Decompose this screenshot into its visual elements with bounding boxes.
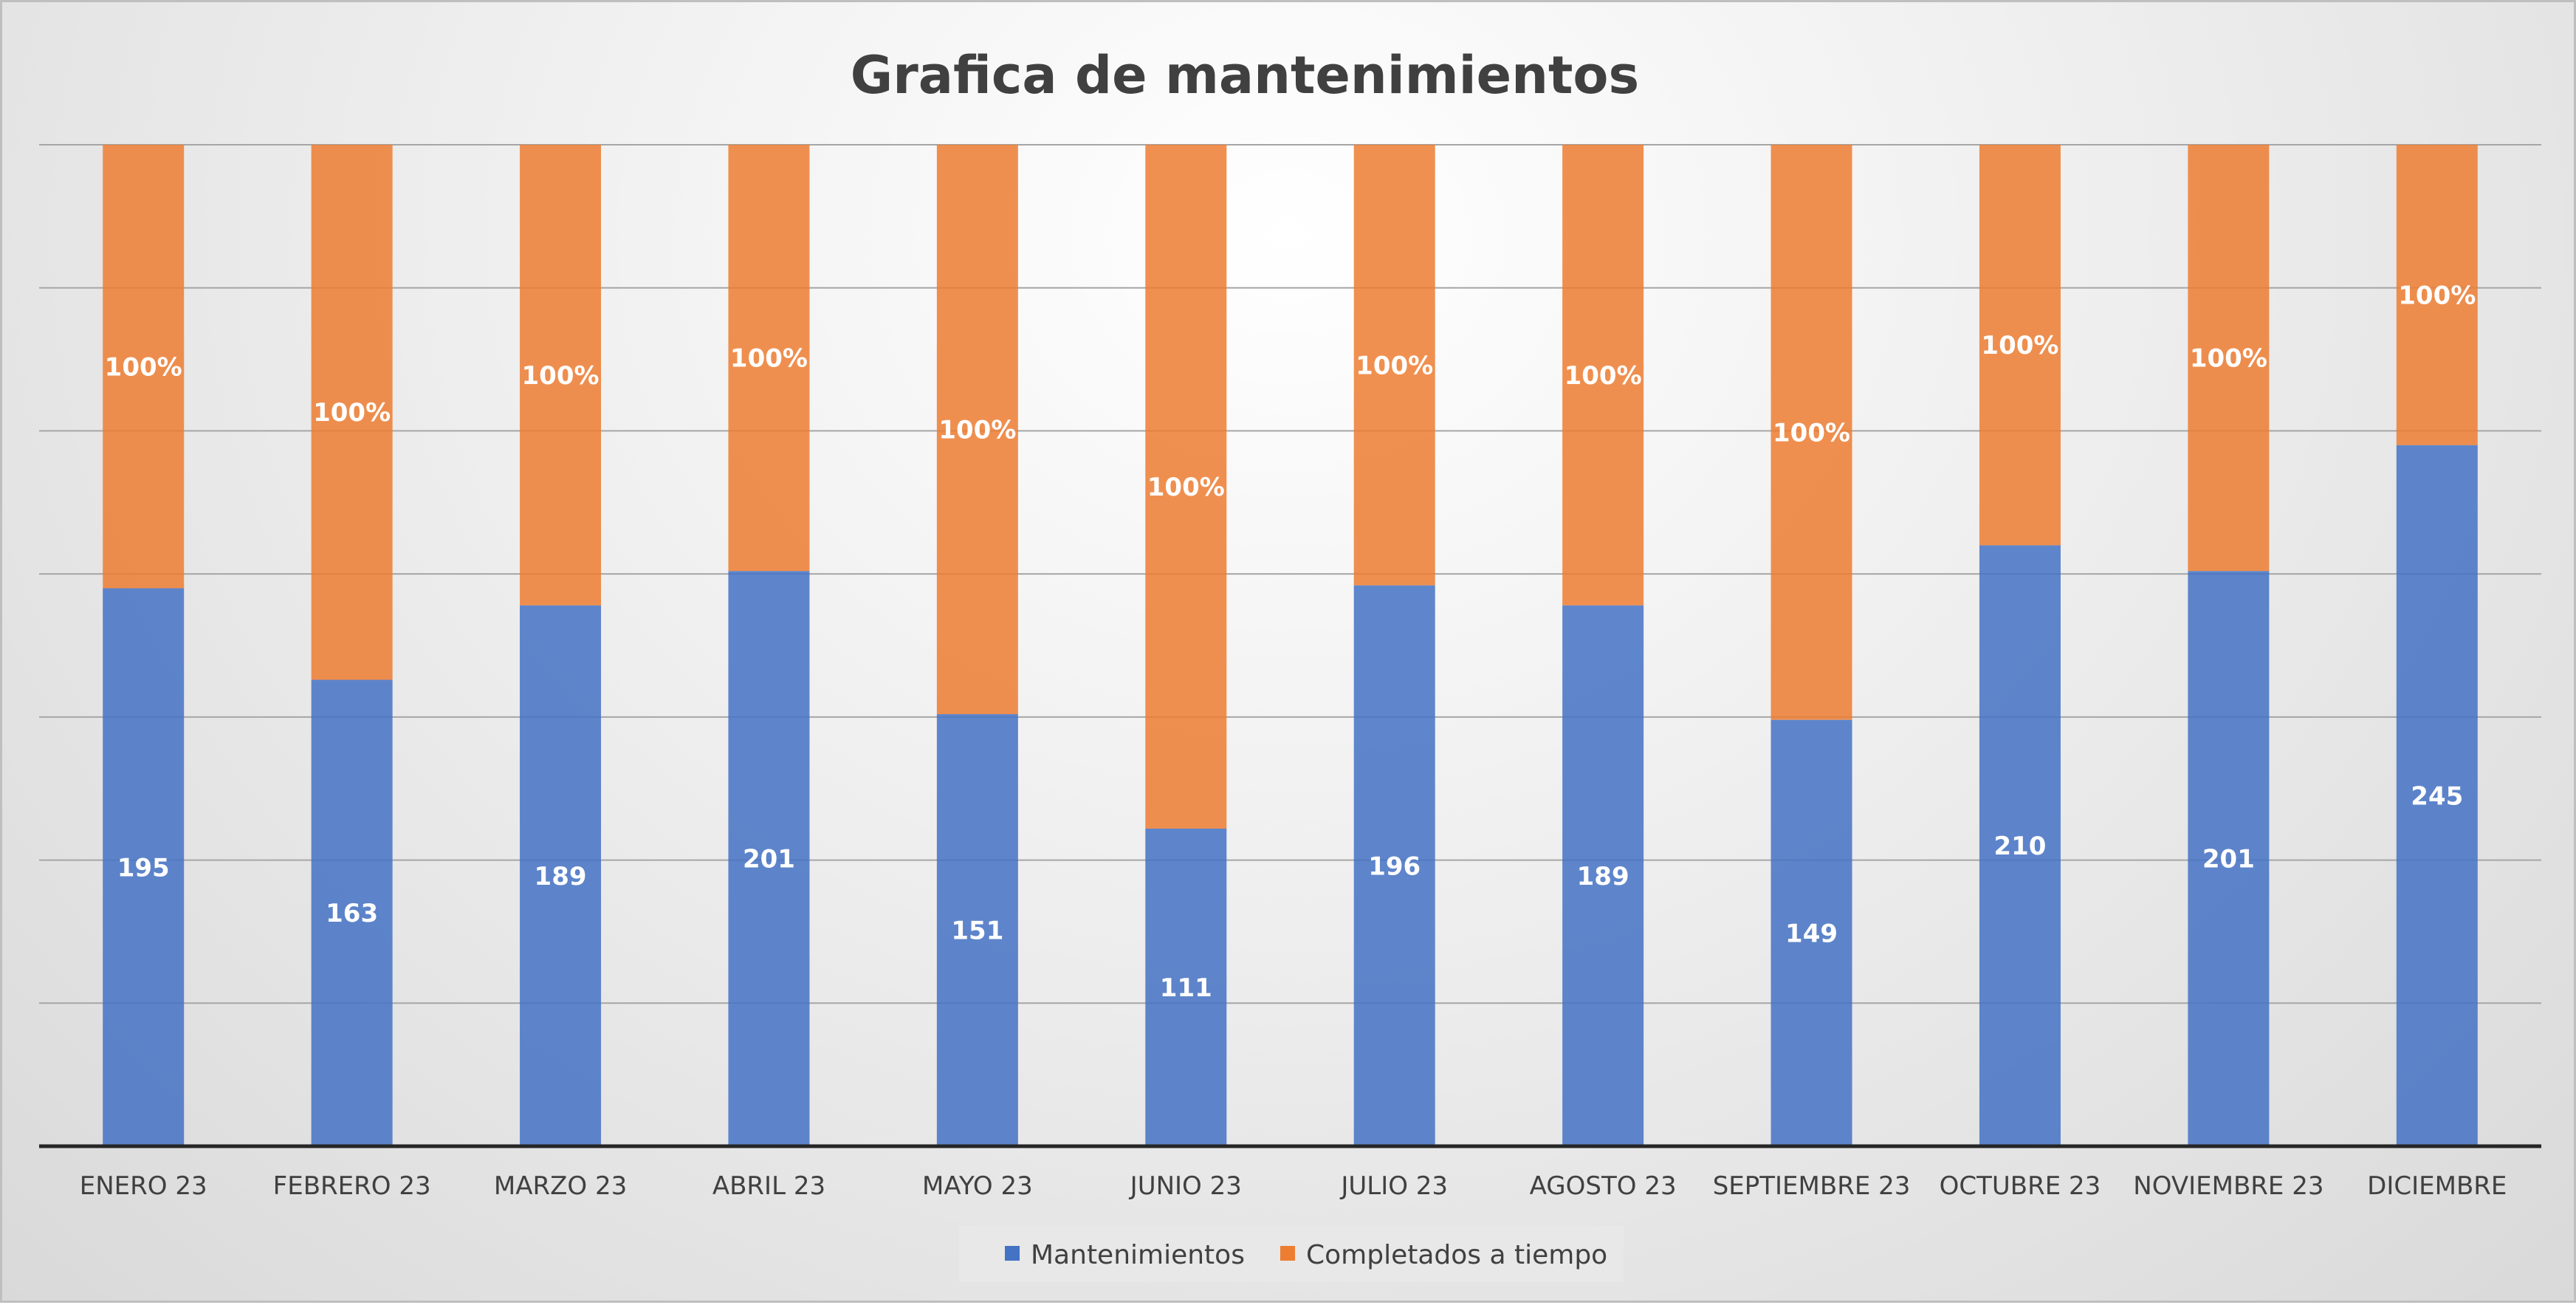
bar-mantenimientos-diciembre [2396, 445, 2478, 1146]
bar-mantenimientos-febrero-23 [311, 679, 393, 1146]
category-label-diciembre: DICIEMBRE [2367, 1171, 2507, 1201]
category-label-agosto-23: AGOSTO 23 [1530, 1171, 1677, 1201]
data-label-completados-noviembre-23: 100% [2190, 344, 2267, 374]
bar-mantenimientos-octubre-23 [1979, 545, 2061, 1146]
bar-mantenimientos-marzo-23 [520, 605, 602, 1146]
bar-completados-septiembre-23 [1770, 145, 1852, 720]
bar-completados-julio-23 [1353, 145, 1435, 586]
legend-swatch-completados-a-tiempo [1280, 1246, 1295, 1261]
data-label-mantenimientos-diciembre: 245 [2411, 781, 2463, 811]
bar-mantenimientos-junio-23 [1145, 828, 1227, 1146]
data-label-mantenimientos-noviembre-23: 201 [2202, 845, 2255, 874]
data-label-completados-septiembre-23: 100% [1773, 418, 1850, 448]
category-label-julio-23: JULIO 23 [1339, 1171, 1448, 1201]
category-label-marzo-23: MARZO 23 [494, 1171, 627, 1201]
data-label-mantenimientos-enero-23: 195 [117, 853, 170, 883]
data-label-mantenimientos-mayo-23: 151 [951, 916, 1003, 945]
legend-swatch-mantenimientos [1005, 1246, 1020, 1261]
bar-completados-febrero-23 [311, 145, 393, 680]
data-label-mantenimientos-junio-23: 111 [1160, 973, 1212, 1003]
data-label-mantenimientos-septiembre-23: 149 [1785, 919, 1838, 948]
bar-completados-marzo-23 [520, 145, 602, 606]
bar-completados-octubre-23 [1979, 145, 2061, 546]
data-label-completados-enero-23: 100% [105, 352, 182, 382]
data-label-mantenimientos-octubre-23: 210 [1993, 832, 2046, 861]
legend-label-completados-a-tiempo: Completados a tiempo [1306, 1240, 1607, 1270]
category-label-octubre-23: OCTUBRE 23 [1940, 1171, 2101, 1201]
data-label-mantenimientos-marzo-23: 189 [535, 862, 587, 891]
data-label-completados-julio-23: 100% [1356, 351, 1433, 380]
bar-completados-diciembre [2396, 145, 2478, 445]
category-label-junio-23: JUNIO 23 [1129, 1171, 1242, 1201]
data-label-mantenimientos-agosto-23: 189 [1577, 862, 1629, 891]
bar-mantenimientos-abril-23 [728, 571, 810, 1146]
bar-completados-agosto-23 [1562, 145, 1644, 606]
bar-completados-abril-23 [728, 145, 810, 572]
bar-mantenimientos-mayo-23 [936, 713, 1018, 1146]
bar-mantenimientos-septiembre-23 [1770, 719, 1852, 1146]
category-label-abril-23: ABRIL 23 [712, 1171, 825, 1201]
bars: 100% 195 100% 163 100% 189 100% 201 100% 151 100% 1… [103, 145, 2478, 1146]
category-label-mayo-23: MAYO 23 [922, 1171, 1033, 1201]
data-label-completados-marzo-23: 100% [522, 361, 600, 391]
data-label-mantenimientos-abril-23: 201 [743, 845, 795, 874]
category-label-febrero-23: FEBRERO 23 [273, 1171, 431, 1201]
legend: Mantenimientos Completados a tiempo [959, 1226, 1624, 1282]
bar-completados-noviembre-23 [2188, 145, 2270, 572]
bar-mantenimientos-enero-23 [103, 588, 185, 1146]
bar-mantenimientos-noviembre-23 [2188, 571, 2270, 1146]
data-label-completados-febrero-23: 100% [313, 398, 391, 428]
data-label-completados-junio-23: 100% [1147, 473, 1225, 502]
category-label-noviembre-23: NOVIEMBRE 23 [2133, 1171, 2323, 1201]
category-label-septiembre-23: SEPTIEMBRE 23 [1713, 1171, 1911, 1201]
data-label-completados-abril-23: 100% [730, 344, 808, 374]
data-label-completados-octubre-23: 100% [1981, 331, 2058, 360]
bar-mantenimientos-julio-23 [1353, 585, 1435, 1146]
bar-completados-enero-23 [103, 145, 185, 589]
chart-title: Grafica de mantenimientos [851, 45, 1639, 106]
data-label-completados-diciembre: 100% [2398, 281, 2476, 310]
data-label-mantenimientos-julio-23: 196 [1368, 852, 1421, 881]
legend-label-mantenimientos: Mantenimientos [1031, 1240, 1245, 1270]
data-label-completados-mayo-23: 100% [938, 415, 1016, 445]
bar-completados-junio-23 [1145, 145, 1227, 829]
data-label-mantenimientos-febrero-23: 163 [326, 899, 378, 928]
data-label-completados-agosto-23: 100% [1565, 361, 1642, 391]
category-labels: ENERO 23 FEBRERO 23 MARZO 23 ABRIL 23 MAYO 2… [80, 1171, 2507, 1201]
category-label-enero-23: ENERO 23 [80, 1171, 207, 1201]
gridlines [39, 144, 2541, 1004]
bar-completados-mayo-23 [936, 145, 1018, 714]
bar-mantenimientos-agosto-23 [1562, 605, 1644, 1146]
